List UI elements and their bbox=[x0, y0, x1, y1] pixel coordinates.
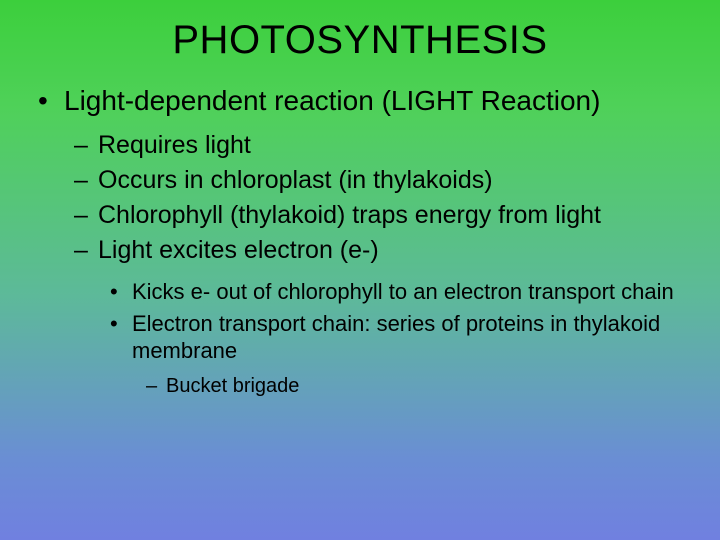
bullet-text: Occurs in chloroplast (in thylakoids) bbox=[98, 166, 493, 195]
bullet-dash-icon: – bbox=[74, 236, 98, 265]
bullet-level2: – Occurs in chloroplast (in thylakoids) bbox=[0, 166, 720, 201]
bullet-level2: – Light excites electron (e-) bbox=[0, 236, 720, 271]
bullet-dash-icon: – bbox=[74, 201, 98, 230]
bullet-text: Electron transport chain: series of prot… bbox=[132, 311, 680, 365]
bullet-level4: – Bucket brigade bbox=[0, 369, 720, 398]
bullet-level3: • Kicks e- out of chlorophyll to an elec… bbox=[0, 279, 720, 311]
slide: PHOTOSYNTHESIS • Light-dependent reactio… bbox=[0, 0, 720, 540]
slide-title: PHOTOSYNTHESIS bbox=[0, 0, 720, 85]
bullet-dash-icon: – bbox=[74, 131, 98, 160]
bullet-text: Requires light bbox=[98, 131, 251, 160]
bullet-text: Light excites electron (e-) bbox=[98, 236, 379, 265]
bullet-dot-icon: • bbox=[110, 279, 132, 306]
bullet-text: Light-dependent reaction (LIGHT Reaction… bbox=[64, 85, 600, 117]
bullet-text: Bucket brigade bbox=[166, 375, 299, 398]
bullet-dash-icon: – bbox=[74, 166, 98, 195]
bullet-text: Chlorophyll (thylakoid) traps energy fro… bbox=[98, 201, 601, 230]
bullet-text: Kicks e- out of chlorophyll to an electr… bbox=[132, 279, 674, 306]
bullet-dot-icon: • bbox=[38, 85, 64, 117]
bullet-level2: – Chlorophyll (thylakoid) traps energy f… bbox=[0, 201, 720, 236]
bullet-level1: • Light-dependent reaction (LIGHT Reacti… bbox=[0, 85, 720, 131]
bullet-level2: – Requires light bbox=[0, 131, 720, 166]
bullet-dash-icon: – bbox=[146, 375, 166, 398]
bullet-level3: • Electron transport chain: series of pr… bbox=[0, 311, 720, 370]
bullet-dot-icon: • bbox=[110, 311, 132, 365]
